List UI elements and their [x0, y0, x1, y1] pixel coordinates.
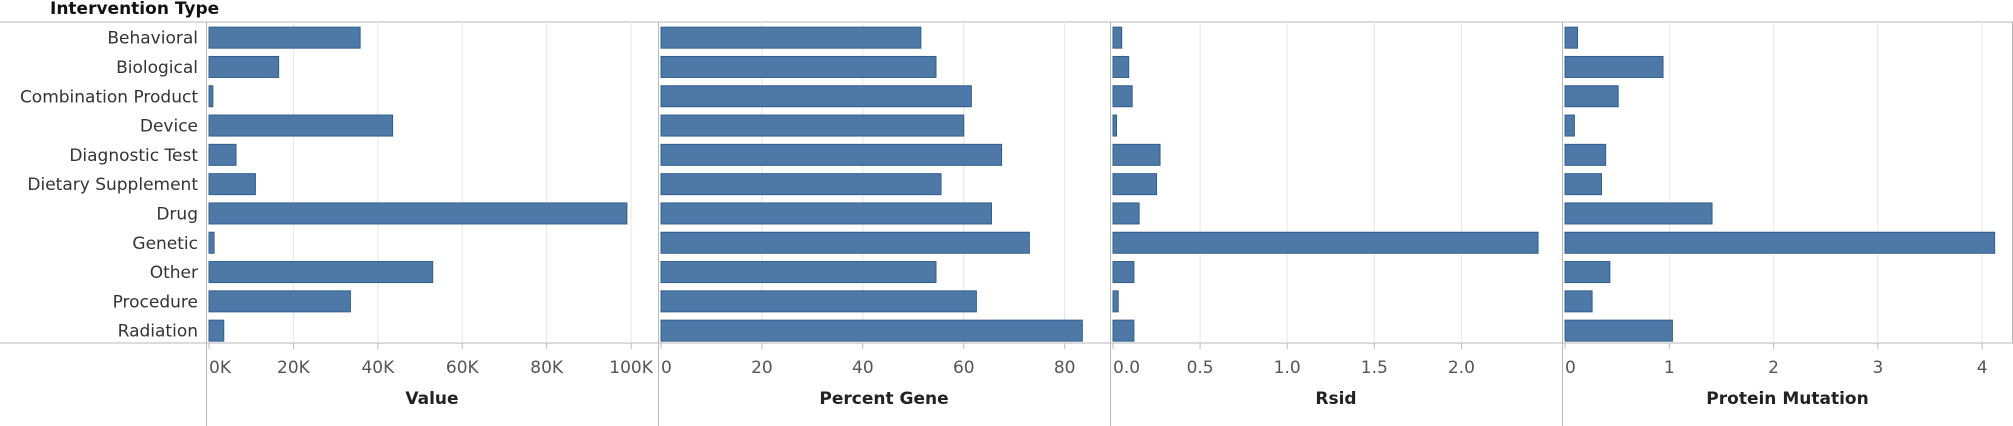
tick-label: 0	[1565, 358, 1576, 378]
bar-genetic	[1112, 231, 1539, 254]
bar-drug	[660, 202, 993, 225]
tick-label: 0.0	[1113, 358, 1140, 378]
bar-drug	[1112, 202, 1140, 225]
bar-procedure	[660, 290, 977, 313]
tick-label: 60	[953, 358, 975, 378]
bar-procedure	[208, 290, 351, 313]
bar-behavioral	[1112, 26, 1123, 49]
tick-label: 0.5	[1187, 358, 1214, 378]
category-label: Behavioral	[107, 29, 198, 49]
tick-label: 4	[1977, 358, 1988, 378]
bar-biological	[208, 55, 280, 78]
bar-diagnostic-test	[1112, 143, 1161, 166]
bar-diagnostic-test	[660, 143, 1003, 166]
category-label: Other	[150, 263, 198, 283]
bar-behavioral	[1564, 26, 1579, 49]
tick-label: 1	[1664, 358, 1675, 378]
category-label: Diagnostic Test	[69, 146, 198, 166]
bar-procedure	[1564, 290, 1593, 313]
tick-label: 20K	[277, 358, 311, 378]
tick-label: 60K	[446, 358, 480, 378]
tick-label: 3	[1872, 358, 1883, 378]
bar-procedure	[1112, 290, 1119, 313]
bar-other	[1564, 261, 1611, 284]
bar-device	[660, 114, 965, 137]
tick-label: 1.5	[1361, 358, 1388, 378]
tick-label: 80K	[530, 358, 564, 378]
axis-title: Percent Gene	[819, 389, 948, 409]
category-label: Biological	[116, 58, 198, 78]
row-header-title: Intervention Type	[50, 0, 219, 19]
bar-other	[660, 261, 937, 284]
bar-combination-product	[1564, 85, 1619, 108]
bar-radiation	[660, 319, 1083, 342]
bar-radiation	[1564, 319, 1673, 342]
category-label: Drug	[156, 204, 198, 224]
bar-combination-product	[1112, 85, 1133, 108]
bar-dietary-supplement	[1564, 173, 1602, 196]
bar-combination-product	[208, 85, 214, 108]
bar-diagnostic-test	[1564, 143, 1607, 166]
bar-behavioral	[660, 26, 922, 49]
category-label: Dietary Supplement	[27, 175, 198, 195]
tick-label: 0K	[209, 358, 232, 378]
axis-title: Rsid	[1315, 389, 1356, 409]
bar-dietary-supplement	[1112, 173, 1158, 196]
bar-radiation	[208, 319, 225, 342]
bar-behavioral	[208, 26, 361, 49]
tick-label: 40K	[361, 358, 395, 378]
bar-other	[1112, 261, 1135, 284]
tick-label: 2.0	[1448, 358, 1475, 378]
tick-label: 80	[1054, 358, 1076, 378]
bar-genetic	[208, 231, 215, 254]
axis-title: Value	[405, 389, 458, 409]
bar-diagnostic-test	[208, 143, 237, 166]
axis-title: Protein Mutation	[1706, 389, 1868, 409]
bar-biological	[1564, 55, 1664, 78]
tick-label: 0	[661, 358, 672, 378]
tick-label: 40	[852, 358, 874, 378]
category-label: Device	[140, 117, 198, 137]
bar-dietary-supplement	[208, 173, 256, 196]
category-label: Genetic	[132, 234, 198, 254]
bar-genetic	[1564, 231, 1996, 254]
bar-other	[208, 261, 434, 284]
category-label: Combination Product	[20, 87, 198, 107]
bar-device	[1112, 114, 1117, 137]
bar-radiation	[1112, 319, 1135, 342]
bar-biological	[1112, 55, 1130, 78]
bar-genetic	[660, 231, 1030, 254]
tick-label: 100K	[609, 358, 653, 378]
bar-combination-product	[660, 85, 972, 108]
category-label: Procedure	[113, 292, 198, 312]
tick-label: 2	[1768, 358, 1779, 378]
bar-drug	[1564, 202, 1713, 225]
bar-drug	[208, 202, 628, 225]
category-label: Radiation	[118, 322, 198, 342]
tick-label: 20	[751, 358, 773, 378]
bar-device	[208, 114, 394, 137]
tick-label: 1.0	[1274, 358, 1301, 378]
bar-biological	[660, 55, 937, 78]
bar-device	[1564, 114, 1575, 137]
bar-dietary-supplement	[660, 173, 942, 196]
